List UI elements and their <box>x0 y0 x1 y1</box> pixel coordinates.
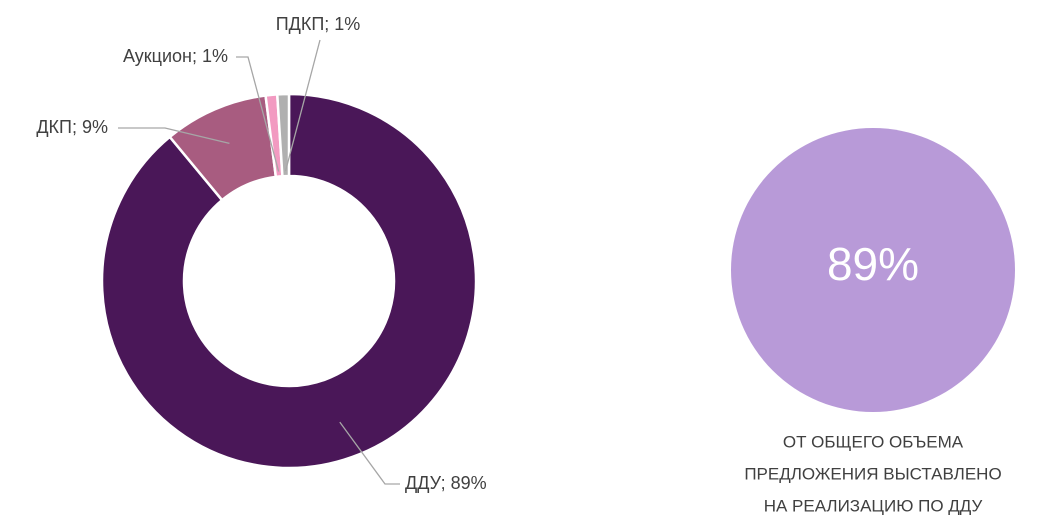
data-label: ДДУ; 89% <box>405 473 487 493</box>
data-label: ПДКП; 1% <box>276 14 361 34</box>
caption-line: ПРЕДЛОЖЕНИЯ ВЫСТАВЛЕНО <box>744 464 1001 483</box>
caption-line: НА РЕАЛИЗАЦИЮ ПО ДДУ <box>764 496 983 515</box>
data-label: ДКП; 9% <box>36 117 108 137</box>
donut-segment <box>275 92 291 178</box>
donut-segment <box>100 92 478 470</box>
donut <box>100 92 478 470</box>
leader-line <box>118 127 230 144</box>
highlight-circle <box>731 128 1015 412</box>
leader-line <box>339 421 400 485</box>
data-label: Аукцион; 1% <box>123 46 228 66</box>
leader-line <box>284 39 321 172</box>
highlight-value: 89% <box>827 238 919 290</box>
caption-line: ОТ ОБЩЕГО ОБЪЕМА <box>783 432 964 451</box>
leader-line <box>236 56 280 172</box>
